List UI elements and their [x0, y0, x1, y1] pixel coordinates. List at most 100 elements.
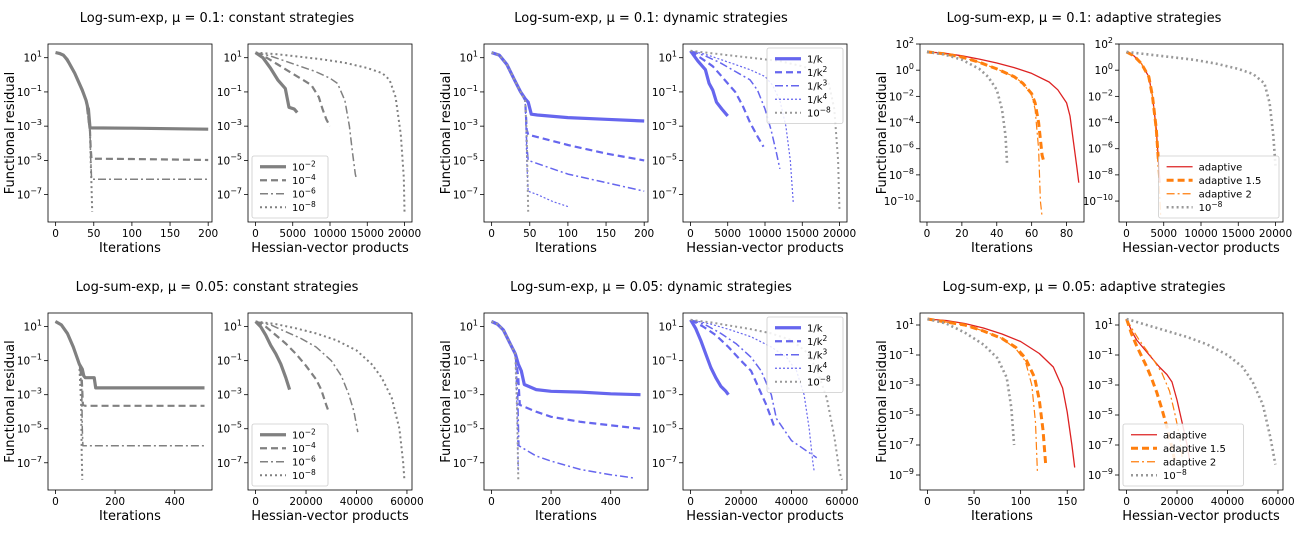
x-axis-label: Iterations [535, 509, 597, 524]
x-axis-label: Hessian-vector products [251, 509, 409, 524]
x-tick-label: 50 [523, 228, 536, 240]
series-line-1 [926, 51, 1080, 183]
y-tick-label: 102 [1095, 36, 1113, 51]
y-tick-label: 10−1 [453, 353, 478, 368]
legend-label: 1/k4 [807, 361, 828, 375]
x-tick-label: 15000 [786, 228, 819, 240]
subplot-12: 0 20000 40000 60000 101 10−1 10−3 10−5 10−7 10−9 H… [1088, 312, 1295, 524]
series-line-2 [255, 320, 330, 413]
x-tick-label: 15000 [1222, 228, 1255, 240]
y-tick-label: 10−7 [453, 187, 478, 202]
y-axis-label: Functional residual [3, 340, 18, 463]
x-tick-label: 0 [488, 496, 495, 508]
series-line-1 [490, 320, 641, 397]
series-line-3 [255, 320, 359, 433]
y-tick-label: 10−7 [217, 187, 242, 202]
y-tick-label: 10−5 [217, 152, 242, 167]
y-tick-label: 101 [1095, 317, 1113, 332]
legend-box [766, 316, 844, 393]
group-title-2: Log-sum-exp, μ = 0.1: dynamic strategies [514, 11, 788, 26]
plot-frame [247, 312, 413, 491]
x-tick-label: 0 [687, 228, 694, 240]
y-tick-label: 101 [659, 319, 677, 334]
series-line-2 [491, 51, 645, 162]
y-tick-label: 10−5 [17, 152, 42, 167]
x-tick-label: 200 [634, 228, 654, 240]
x-axis-label: Iterations [99, 509, 161, 524]
series-line-4 [55, 320, 84, 480]
series-line-5 [491, 320, 520, 480]
x-tick-label: 80 [1060, 228, 1073, 240]
series-line-4 [491, 52, 569, 208]
y-tick-label: 100 [1095, 62, 1113, 77]
subplot-1: 0 50 100 150 200 101 10−1 10−3 10−5 10−7 Iteration… [3, 43, 218, 256]
y-tick-label: 10−7 [652, 455, 677, 470]
x-tick-label: 0 [252, 496, 259, 508]
x-tick-label: 100 [1011, 496, 1031, 508]
y-tick-label: 10−5 [217, 421, 242, 436]
series-line-2 [491, 320, 641, 430]
subplot-6: 0 5000 10000 15000 20000 102 100 10−2 10−4 10−6 10… [1083, 36, 1293, 256]
x-axis-label: Iterations [535, 241, 597, 256]
plot-frame [483, 312, 649, 491]
x-tick-label: 0 [1123, 496, 1130, 508]
series-line-3 [491, 320, 635, 479]
y-tick-label: 10−3 [217, 387, 242, 402]
subplot-3: 0 50 100 150 200 101 10−1 10−3 10−5 10−7 Iteration… [439, 43, 654, 256]
series-line-3 [1126, 51, 1162, 217]
y-tick-label: 100 [896, 62, 914, 77]
legend-box [1158, 155, 1280, 219]
x-tick-label: 400 [601, 496, 621, 508]
y-tick-label: 10−3 [217, 118, 242, 133]
x-tick-label: 40000 [775, 496, 808, 508]
series-line-1 [927, 318, 1076, 468]
y-tick-label: 10−1 [217, 84, 242, 99]
x-tick-label: 400 [165, 496, 185, 508]
y-tick-label: 10−10 [884, 193, 914, 208]
y-tick-label: 10−5 [652, 421, 677, 436]
plot-frame [47, 43, 213, 223]
x-tick-label: 0 [924, 228, 931, 240]
x-tick-label: 60 [1025, 228, 1038, 240]
y-tick-label: 102 [896, 36, 914, 51]
series-line-3 [690, 319, 818, 459]
series-line-4 [255, 51, 406, 212]
x-tick-label: 100 [122, 228, 142, 240]
y-tick-label: 10−3 [17, 387, 42, 402]
legend-label: adaptive 1.5 [1199, 176, 1262, 187]
x-tick-label: 10000 [748, 228, 781, 240]
y-tick-label: 10−7 [17, 455, 42, 470]
y-tick-label: 10−3 [652, 118, 677, 133]
y-tick-label: 10−9 [889, 467, 914, 482]
series-line-2 [927, 317, 1048, 467]
plot-frame [47, 312, 213, 491]
y-tick-label: 10−10 [1083, 193, 1113, 208]
legend-label: 1/k2 [807, 334, 828, 348]
legend-label: 1/k3 [807, 78, 828, 92]
legend-label: adaptive 2 [1163, 457, 1216, 468]
subplot-8: 0 20000 40000 60000 101 10−1 10−3 10−5 10−7 Hessi… [217, 312, 424, 524]
y-tick-label: 10−5 [652, 152, 677, 167]
series-line-1 [491, 51, 645, 123]
y-tick-label: 10−5 [889, 407, 914, 422]
x-tick-label: 10000 [313, 228, 346, 240]
legend-box [251, 423, 329, 487]
y-axis-label: Functional residual [3, 72, 18, 195]
series-line-4 [55, 51, 94, 212]
x-tick-label: 200 [541, 496, 561, 508]
series-line-3 [255, 51, 357, 178]
x-tick-label: 5000 [1150, 228, 1177, 240]
y-axis-label: Functional residual [439, 72, 454, 195]
y-tick-label: 101 [224, 50, 242, 65]
legend: 10−210−410−610−8 [251, 423, 329, 487]
y-tick-label: 10−7 [652, 187, 677, 202]
series-line-3 [690, 50, 781, 170]
x-tick-label: 20000 [289, 496, 322, 508]
x-tick-label: 40000 [340, 496, 373, 508]
x-tick-label: 20000 [724, 496, 757, 508]
y-tick-label: 10−1 [889, 347, 914, 362]
y-tick-label: 10−1 [17, 353, 42, 368]
